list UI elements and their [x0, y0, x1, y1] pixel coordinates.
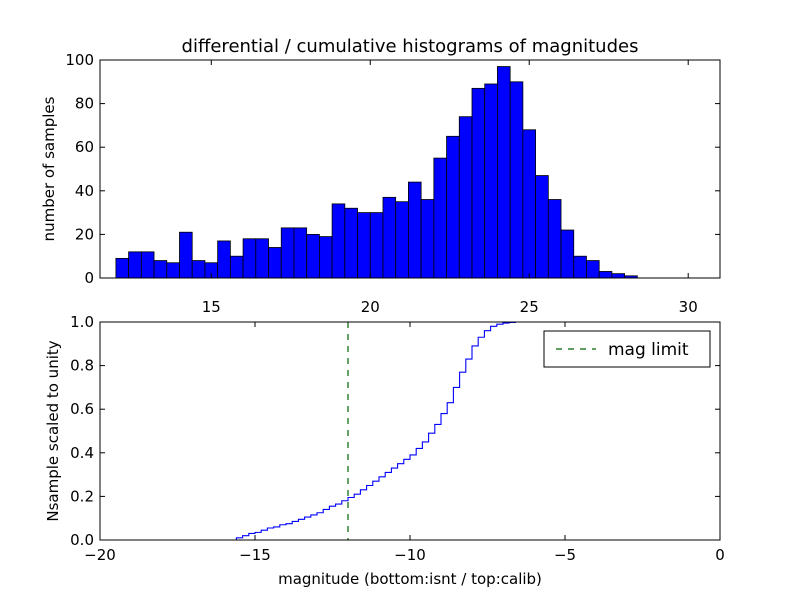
- x-tick-label: −5: [554, 546, 576, 564]
- histogram-bar: [268, 247, 282, 279]
- x-tick-label: 25: [520, 298, 539, 316]
- y-tick-label: 60: [75, 138, 94, 156]
- histogram-bar: [242, 238, 257, 279]
- histogram-bar: [369, 212, 384, 279]
- x-tick-label: −20: [84, 546, 116, 564]
- x-tick-label: 15: [202, 298, 221, 316]
- histogram-bar: [522, 129, 536, 279]
- histogram-bar: [217, 240, 231, 279]
- top-y-axis-label: number of samples: [40, 96, 58, 241]
- bottom-ticks: −20 −15 −10 −5 0 0.0 0.2 0.4 0.6 0.8 1.0: [70, 313, 725, 564]
- histogram-bar: [598, 271, 613, 279]
- histogram-bar: [420, 199, 435, 279]
- histogram-bar: [395, 201, 409, 279]
- x-tick-label: 30: [679, 298, 698, 316]
- y-tick-label: 0.8: [70, 357, 94, 375]
- histogram-bar: [344, 207, 358, 279]
- x-tick-label: 0: [715, 546, 725, 564]
- legend: mag limit: [543, 330, 711, 368]
- histogram-bar: [547, 199, 562, 279]
- cumulative-step-line: [100, 321, 719, 541]
- y-tick-label: 0.6: [70, 400, 94, 418]
- histogram-bar: [446, 135, 460, 279]
- histogram-bar: [293, 227, 308, 279]
- histogram-bar: [331, 203, 346, 279]
- histogram-bar: [484, 83, 498, 279]
- y-tick-label: 80: [75, 95, 94, 113]
- y-tick-label: 0.4: [70, 444, 94, 462]
- x-tick-label: −10: [394, 546, 426, 564]
- y-tick-label: 1.0: [70, 313, 94, 331]
- y-tick-label: 0.0: [70, 531, 94, 549]
- y-tick-label: 0: [84, 269, 94, 287]
- histogram-bar: [573, 255, 587, 279]
- y-tick-label: 0.2: [70, 487, 94, 505]
- histogram-bar: [382, 196, 397, 279]
- histogram-bar: [560, 229, 575, 279]
- histogram-bar: [179, 231, 193, 279]
- legend-mag-limit-label: mag limit: [608, 340, 689, 360]
- histogram-bar: [140, 251, 155, 279]
- histogram-bar: [153, 260, 168, 279]
- y-tick-label: 40: [75, 182, 94, 200]
- histogram-bar: [408, 181, 422, 279]
- bottom-y-axis-label: Nsample scaled to unity: [44, 340, 62, 521]
- bottom-plot-frame: [99, 321, 721, 541]
- y-tick-label: 20: [75, 225, 94, 243]
- top-bars: [115, 66, 638, 279]
- histogram-bar: [357, 212, 371, 279]
- y-tick-label: 100: [65, 51, 94, 69]
- histogram-bar: [318, 236, 333, 279]
- histogram-bar: [306, 233, 320, 279]
- bottom-x-axis-label: magnitude (bottom:isnt / top:calib): [278, 570, 542, 588]
- histogram-bar: [255, 238, 269, 279]
- histogram-bar: [586, 260, 600, 279]
- histogram-bar: [535, 175, 549, 279]
- histogram-bar: [166, 262, 180, 279]
- histogram-bar: [509, 81, 524, 279]
- histogram-bar: [471, 87, 486, 279]
- histogram-bar: [433, 157, 447, 279]
- x-tick-label: 20: [361, 298, 380, 316]
- bottom-lines: [100, 321, 719, 541]
- histogram-bar: [191, 260, 206, 279]
- histogram-bar: [229, 255, 244, 279]
- histogram-bar: [458, 116, 473, 279]
- histogram-bar: [128, 251, 142, 279]
- histogram-bar: [497, 66, 511, 279]
- top-axes: differential / cumulative histograms of …: [40, 36, 721, 316]
- histogram-bar: [611, 273, 626, 279]
- histogram-bar: [115, 257, 130, 279]
- histogram-bar: [280, 227, 295, 279]
- top-plot-frame: [99, 59, 721, 279]
- chart-title: differential / cumulative histograms of …: [182, 36, 639, 57]
- x-tick-label: −15: [239, 546, 271, 564]
- bottom-axes: −20 −15 −10 −5 0 0.0 0.2 0.4 0.6 0.8 1.0 magnitude…: [44, 313, 725, 588]
